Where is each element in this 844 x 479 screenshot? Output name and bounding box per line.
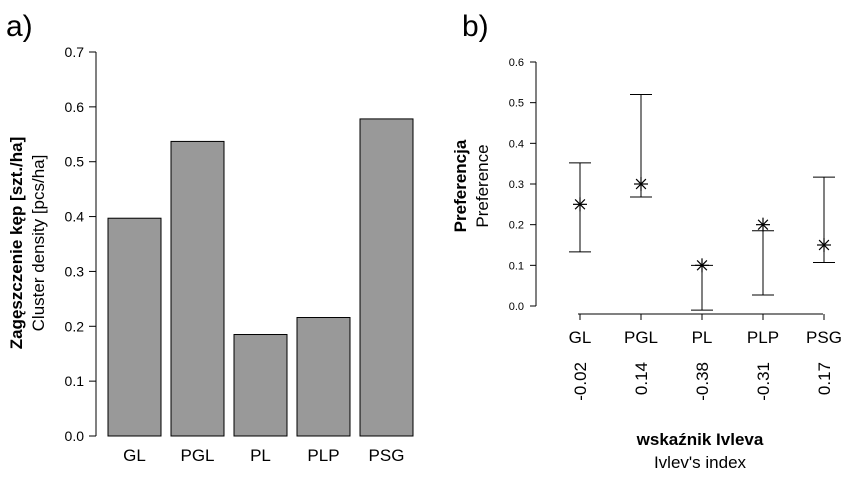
panel-a-label: a)	[6, 10, 33, 43]
panel-b-y-tick-label: 0.1	[509, 260, 524, 272]
point-asterisk	[817, 238, 831, 252]
panel-a-y-tick-label: 0.1	[65, 373, 85, 389]
ivlev-index-value: 0.17	[815, 362, 834, 395]
ivlev-index-value: -0.02	[571, 362, 590, 401]
panel-b-y-tick-label: 0.6	[509, 57, 524, 69]
panel-b-ylabel-bold: Preferencja	[451, 139, 470, 232]
panel-a-x-tick-label: PL	[250, 446, 271, 465]
panel-b-y-tick-label: 0.0	[509, 301, 524, 313]
panel-a-ylabel: Cluster density [pcs/ha]	[29, 155, 48, 332]
bar	[359, 118, 414, 437]
panel-b-ivlev-values: -0.02 0.14 -0.38 -0.31 0.17	[571, 362, 834, 401]
panel-b-x-tick-label: PLP	[747, 328, 779, 347]
panel-b-error-bars	[569, 94, 835, 311]
ivlev-index-value: -0.31	[754, 362, 773, 401]
panel-a-x-tick-label: PSG	[369, 446, 405, 465]
panel-b-points	[573, 177, 831, 273]
panel-a-bars	[107, 118, 414, 437]
panel-b-xlabel-bold: wskaźnik Ivleva	[636, 430, 764, 449]
panel-b-y-tick-label: 0.5	[509, 98, 524, 110]
panel-b-y-tick-label: 0.4	[509, 138, 524, 150]
panel-a-y-tick-label: 0.3	[65, 263, 85, 279]
panel-b-xlabel: Ivlev's index	[654, 453, 747, 472]
panel-a-y-tick-label: 0.6	[65, 99, 85, 115]
panel-a-ylabel-bold: Zagęszczenie kęp [szt./ha]	[7, 137, 26, 350]
panel-b-y-tick-label: 0.2	[509, 220, 524, 232]
panel-b-x-tick-label: PSG	[806, 328, 842, 347]
panel-b-y-ticks: 0.0 0.1 0.2 0.3 0.4 0.5 0.6	[509, 57, 536, 313]
panel-b-label: b)	[462, 10, 489, 43]
panel-a-y-tick-label: 0.4	[65, 209, 85, 225]
panel-b-x-tick-label: GL	[569, 328, 592, 347]
panel-a-y-tick-label: 0.2	[65, 318, 85, 334]
panel-a-y-tick-label: 0.5	[65, 154, 85, 170]
panel-b-x-labels: GL PGL PL PLP PSG	[569, 314, 842, 347]
panel-a-x-tick-label: GL	[123, 446, 146, 465]
bar	[107, 217, 162, 437]
panel-a-x-tick-label: PGL	[180, 446, 214, 465]
bar	[170, 140, 225, 437]
point-asterisk	[634, 177, 648, 191]
point-asterisk	[695, 258, 709, 273]
panel-a-y-tick-label: 0.0	[65, 428, 85, 444]
panel-b-x-tick-label: PGL	[624, 328, 658, 347]
ivlev-index-value: -0.38	[693, 362, 712, 401]
panel-b-x-tick-label: PL	[692, 328, 713, 347]
ivlev-index-value: 0.14	[632, 362, 651, 395]
bar	[296, 317, 351, 437]
panel-a-x-labels: GL PGL PL PLP PSG	[123, 446, 404, 465]
point-asterisk	[573, 197, 587, 212]
panel-a: a) Zagęszczenie kęp [szt./ha] Cluster de…	[6, 10, 414, 465]
panel-b-ylabel: Preference	[473, 144, 492, 227]
panel-a-y-tick-label: 0.7	[65, 44, 85, 60]
panel-a-y-ticks: 0.0 0.1 0.2 0.3 0.4 0.5 0.6 0.7	[65, 44, 96, 444]
panel-a-x-tick-label: PLP	[307, 446, 339, 465]
panel-b-y-tick-label: 0.3	[509, 179, 524, 191]
bar	[233, 334, 288, 437]
panel-b: b) Preferencja Preference 0.00.10.20.30.…	[451, 10, 842, 472]
point-asterisk	[756, 217, 770, 232]
